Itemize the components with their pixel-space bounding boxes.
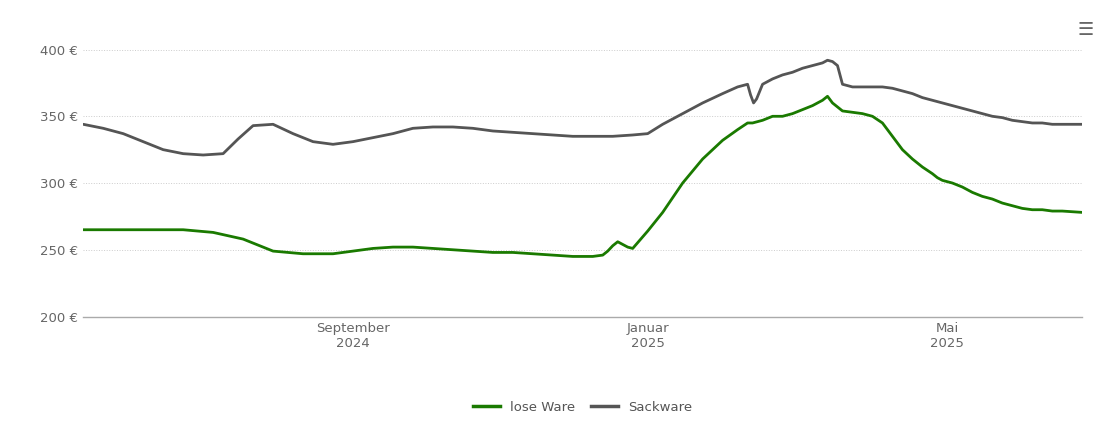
Legend: lose Ware, Sackware: lose Ware, Sackware — [468, 395, 697, 419]
Text: ☰: ☰ — [1077, 21, 1093, 39]
